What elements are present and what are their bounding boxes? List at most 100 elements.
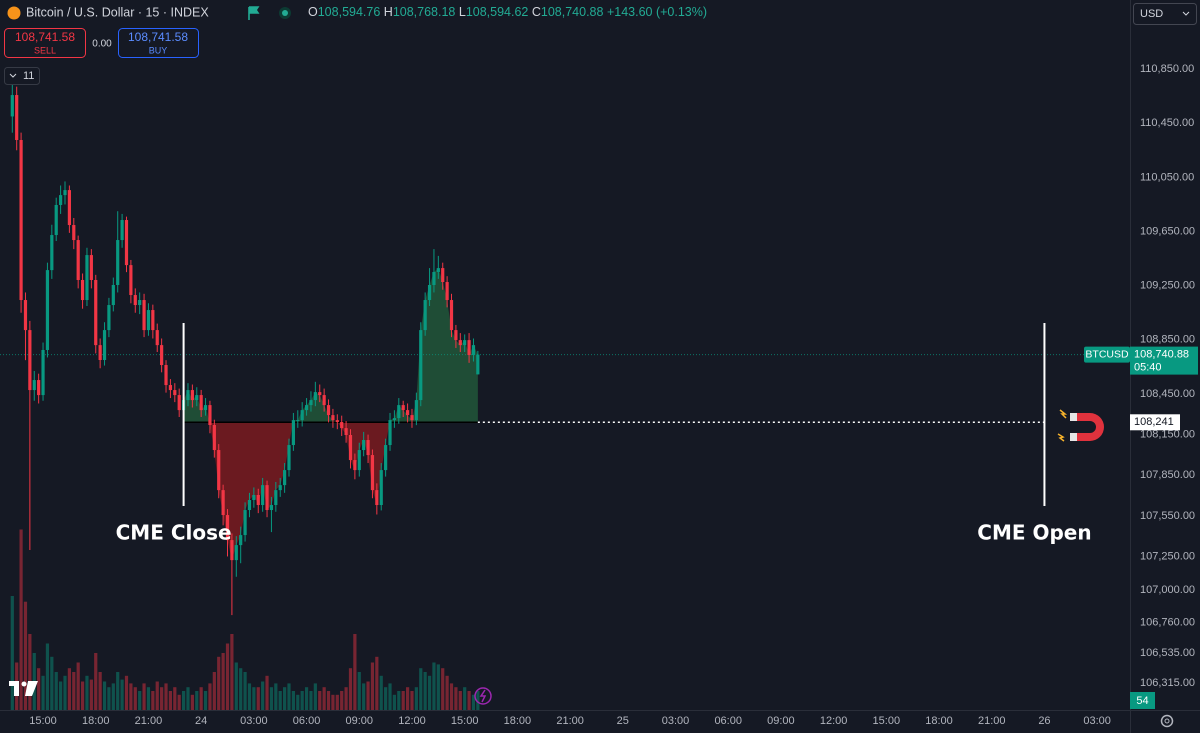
candle-body	[54, 204, 58, 236]
buy-box[interactable]	[118, 28, 199, 58]
candle-body	[287, 445, 291, 471]
volume-bar	[203, 691, 208, 710]
volume-bar	[463, 687, 467, 710]
gear[interactable]	[1160, 714, 1174, 728]
volume-bar	[326, 691, 331, 710]
candle-body	[10, 95, 14, 117]
volume-bar	[283, 687, 287, 710]
volume-bar	[318, 691, 322, 710]
candle-body	[344, 428, 348, 436]
chevron[interactable]	[1182, 11, 1190, 16]
candle-body	[142, 300, 146, 331]
candle-body	[173, 390, 177, 396]
candle-body	[72, 225, 76, 241]
sell-button[interactable]: 108,741.58 SELL	[4, 28, 86, 58]
candle-body	[392, 418, 397, 421]
annotation-text: CME Open	[977, 521, 1091, 545]
candle-body	[410, 415, 414, 421]
sell-box[interactable]	[4, 28, 86, 58]
y-tick-label: 107,250.00	[1140, 550, 1195, 562]
replay-bolt[interactable]	[479, 689, 487, 703]
candle-body	[120, 220, 124, 241]
ohlc-value: 108,768.18	[393, 5, 456, 19]
indicators-box[interactable]	[4, 67, 40, 85]
replay-icon[interactable]	[474, 687, 492, 705]
volume-bar	[313, 683, 317, 710]
volume-bar	[261, 681, 265, 710]
candle-body	[256, 494, 260, 506]
countdown-label: 05:40	[1134, 362, 1162, 374]
volume-bar	[138, 691, 142, 710]
candle-body	[146, 310, 151, 331]
symbol-title[interactable]: Bitcoin / U.S. Dollar · 15 · INDEX	[26, 5, 209, 19]
volume-bar	[370, 662, 375, 710]
currency-label[interactable]: USD	[1140, 8, 1163, 20]
symbol-label: BTCUSD	[1085, 348, 1129, 360]
y-tick-label: 109,650.00	[1140, 225, 1195, 237]
volume-bar	[72, 672, 76, 710]
volume-bar	[239, 668, 243, 710]
badge-box[interactable]	[1130, 692, 1155, 709]
sell-price[interactable]: 108,741.58	[15, 30, 75, 44]
candle-body	[322, 395, 326, 406]
buy-label[interactable]: BUY	[149, 45, 168, 55]
candle-body	[348, 435, 353, 461]
settings-button[interactable]	[1160, 714, 1174, 728]
candle-body	[116, 240, 120, 286]
alerts-badge[interactable]: 54	[1130, 692, 1155, 709]
buy-price[interactable]: 108,741.58	[128, 30, 188, 44]
currency-select[interactable]: USD	[1133, 3, 1197, 25]
candle-body	[85, 255, 89, 301]
candle-body	[463, 340, 467, 346]
currency-box[interactable]	[1133, 3, 1197, 25]
y-tick-label: 110,850.00	[1140, 63, 1194, 75]
candle-body	[129, 265, 133, 296]
volume-bar	[243, 672, 247, 710]
candle-body	[375, 490, 379, 506]
candle-body	[155, 330, 159, 346]
candle-body	[309, 400, 313, 406]
volume-bar	[63, 675, 67, 710]
volume-bar	[362, 683, 366, 710]
flag-icon[interactable]	[248, 6, 260, 20]
volume-bar	[405, 687, 410, 710]
volume-bar	[168, 691, 173, 710]
candle-body	[107, 305, 111, 331]
chevron[interactable]	[9, 73, 17, 78]
indicators-count[interactable]: 11	[23, 70, 34, 82]
candle-body	[335, 420, 339, 423]
ohlc-key: L	[459, 5, 466, 19]
volume-bar	[85, 675, 89, 710]
candle-body	[353, 460, 357, 471]
candle-body	[89, 255, 93, 280]
volume-bar	[397, 691, 401, 710]
candle-body	[63, 190, 67, 196]
volume-bar	[392, 694, 397, 710]
x-tick-label: 21:00	[135, 715, 163, 727]
volume-bar	[265, 675, 269, 710]
x-tick-label: 26	[1038, 715, 1050, 727]
candle-body	[357, 450, 361, 471]
volume-bar	[300, 691, 304, 710]
candle-body	[59, 195, 63, 205]
x-tick-label: 18:00	[925, 715, 953, 727]
volume-bar	[410, 691, 414, 710]
indicators-toggle[interactable]: 11	[4, 67, 40, 85]
candle-body	[318, 392, 322, 396]
candle-body	[243, 510, 247, 536]
volume-bar	[89, 679, 93, 710]
gear-hub[interactable]	[1164, 718, 1170, 724]
sell-label[interactable]: SELL	[34, 45, 56, 55]
candle-body	[15, 95, 19, 140]
buy-button[interactable]: 108,741.58 BUY	[118, 28, 199, 58]
badge-count[interactable]: 54	[1136, 695, 1148, 707]
volume-bar	[67, 668, 71, 710]
volume-bar	[331, 694, 335, 710]
candle-body	[340, 422, 344, 429]
candle-body	[252, 494, 256, 501]
volume-bar	[45, 643, 50, 710]
y-tick-label: 106,760.00	[1140, 617, 1195, 629]
volume-bar	[366, 681, 370, 710]
candle-body	[190, 390, 194, 401]
candle-body	[388, 420, 392, 446]
